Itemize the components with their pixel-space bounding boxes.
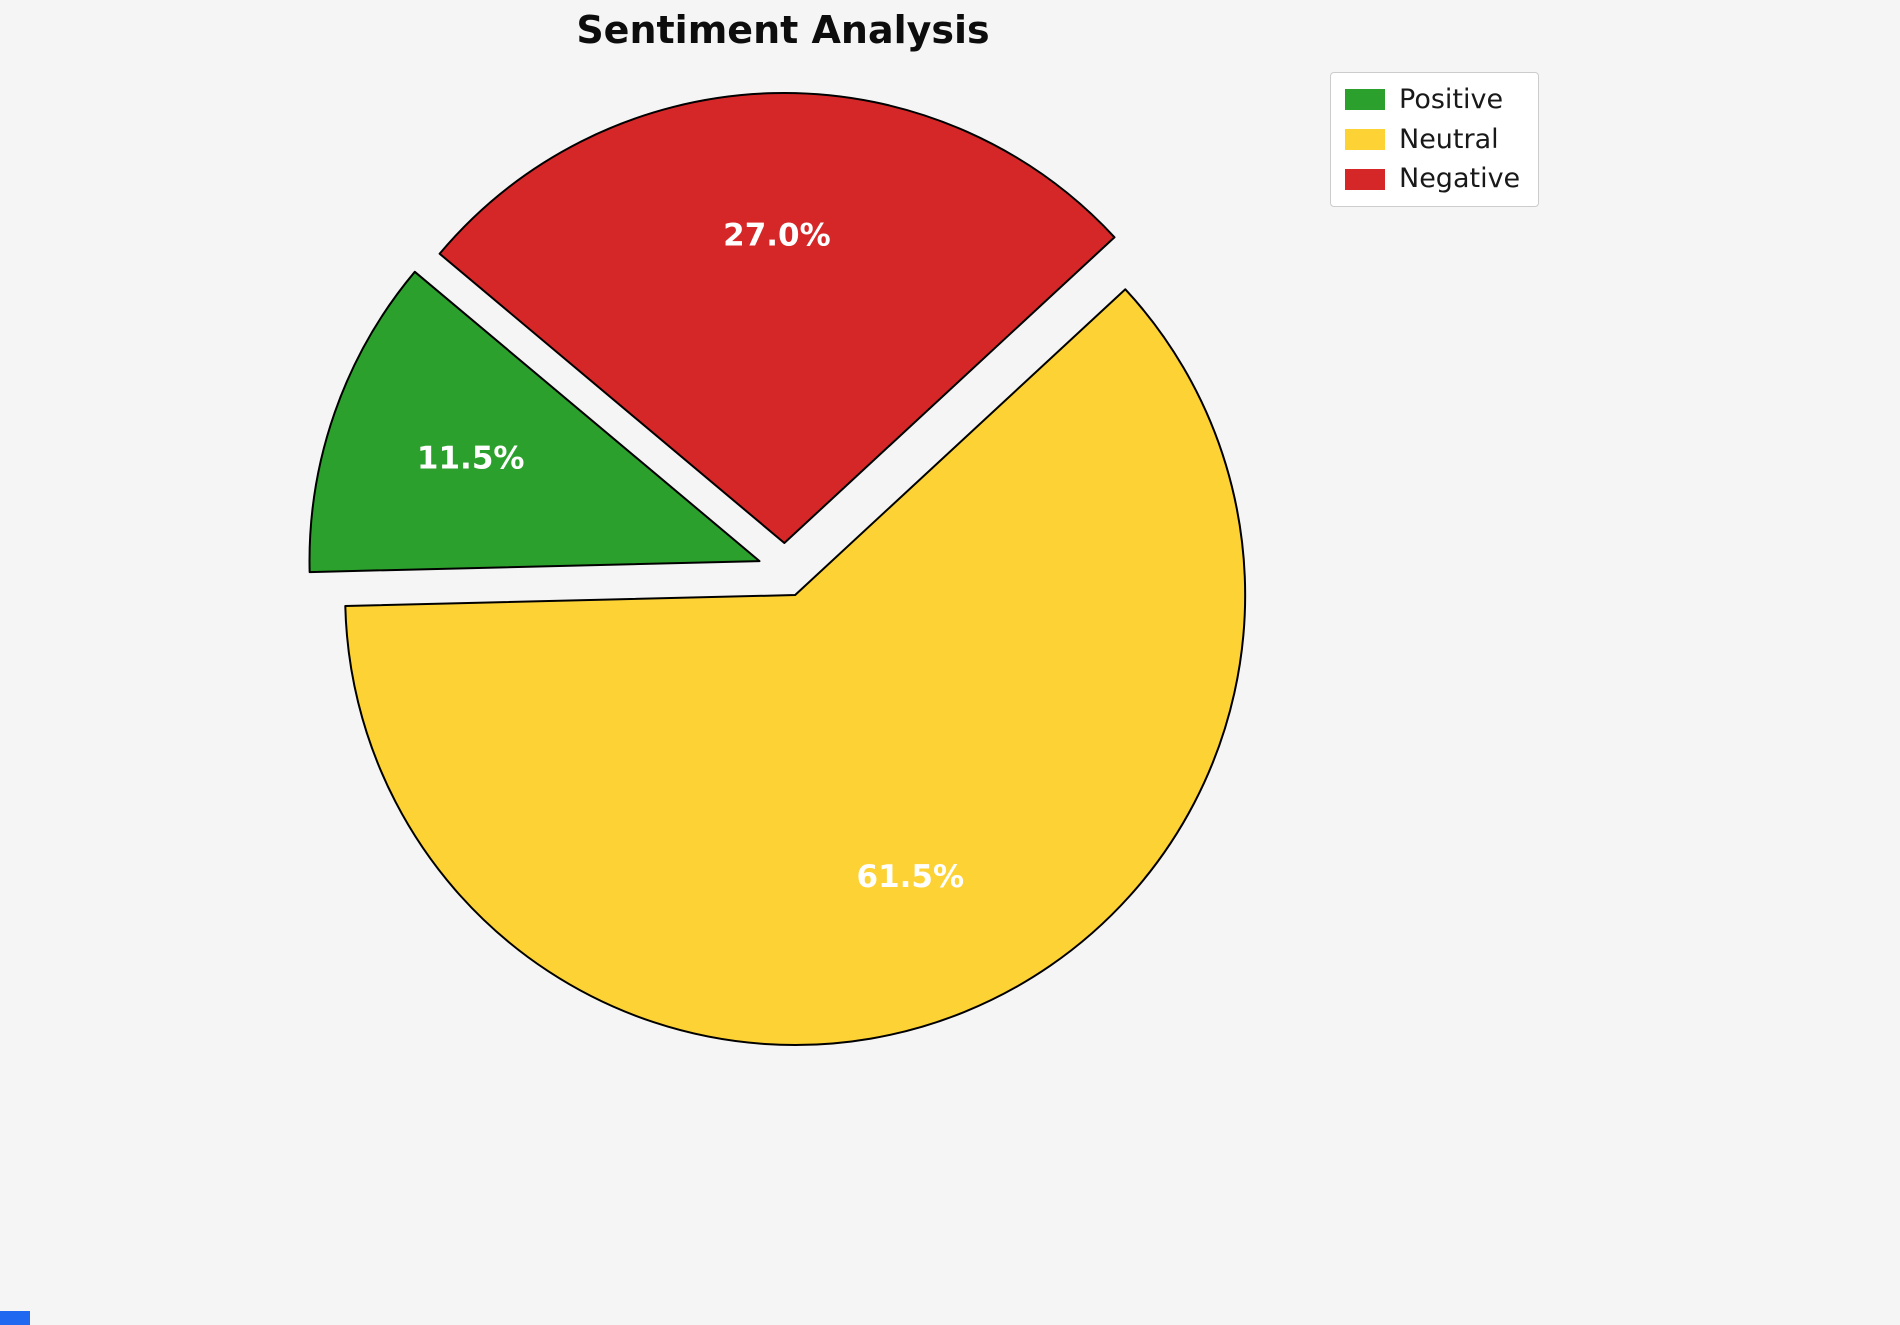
pie-slice-positive — [308, 270, 761, 574]
pct-label-positive: 11.5% — [417, 440, 525, 476]
legend-item-negative: Negative — [1345, 164, 1520, 194]
legend-label: Neutral — [1399, 123, 1499, 155]
legend-item-neutral: Neutral — [1345, 123, 1520, 155]
pie-slice-negative — [438, 92, 1116, 545]
legend-label: Negative — [1399, 163, 1521, 195]
legend-swatch-icon — [1345, 89, 1385, 111]
pct-label-neutral: 61.5% — [857, 859, 965, 895]
bottom-left-artifact — [0, 1311, 30, 1325]
legend-item-positive: Positive — [1345, 85, 1520, 115]
legend: Positive Neutral Negative — [1330, 72, 1540, 208]
chart-title: Sentiment Analysis — [576, 8, 990, 52]
pie-slice-neutral — [344, 288, 1247, 1046]
pct-label-negative: 27.0% — [723, 218, 831, 254]
legend-swatch-icon — [1345, 129, 1385, 151]
legend-swatch-icon — [1345, 168, 1385, 190]
legend-label: Positive — [1399, 84, 1504, 115]
